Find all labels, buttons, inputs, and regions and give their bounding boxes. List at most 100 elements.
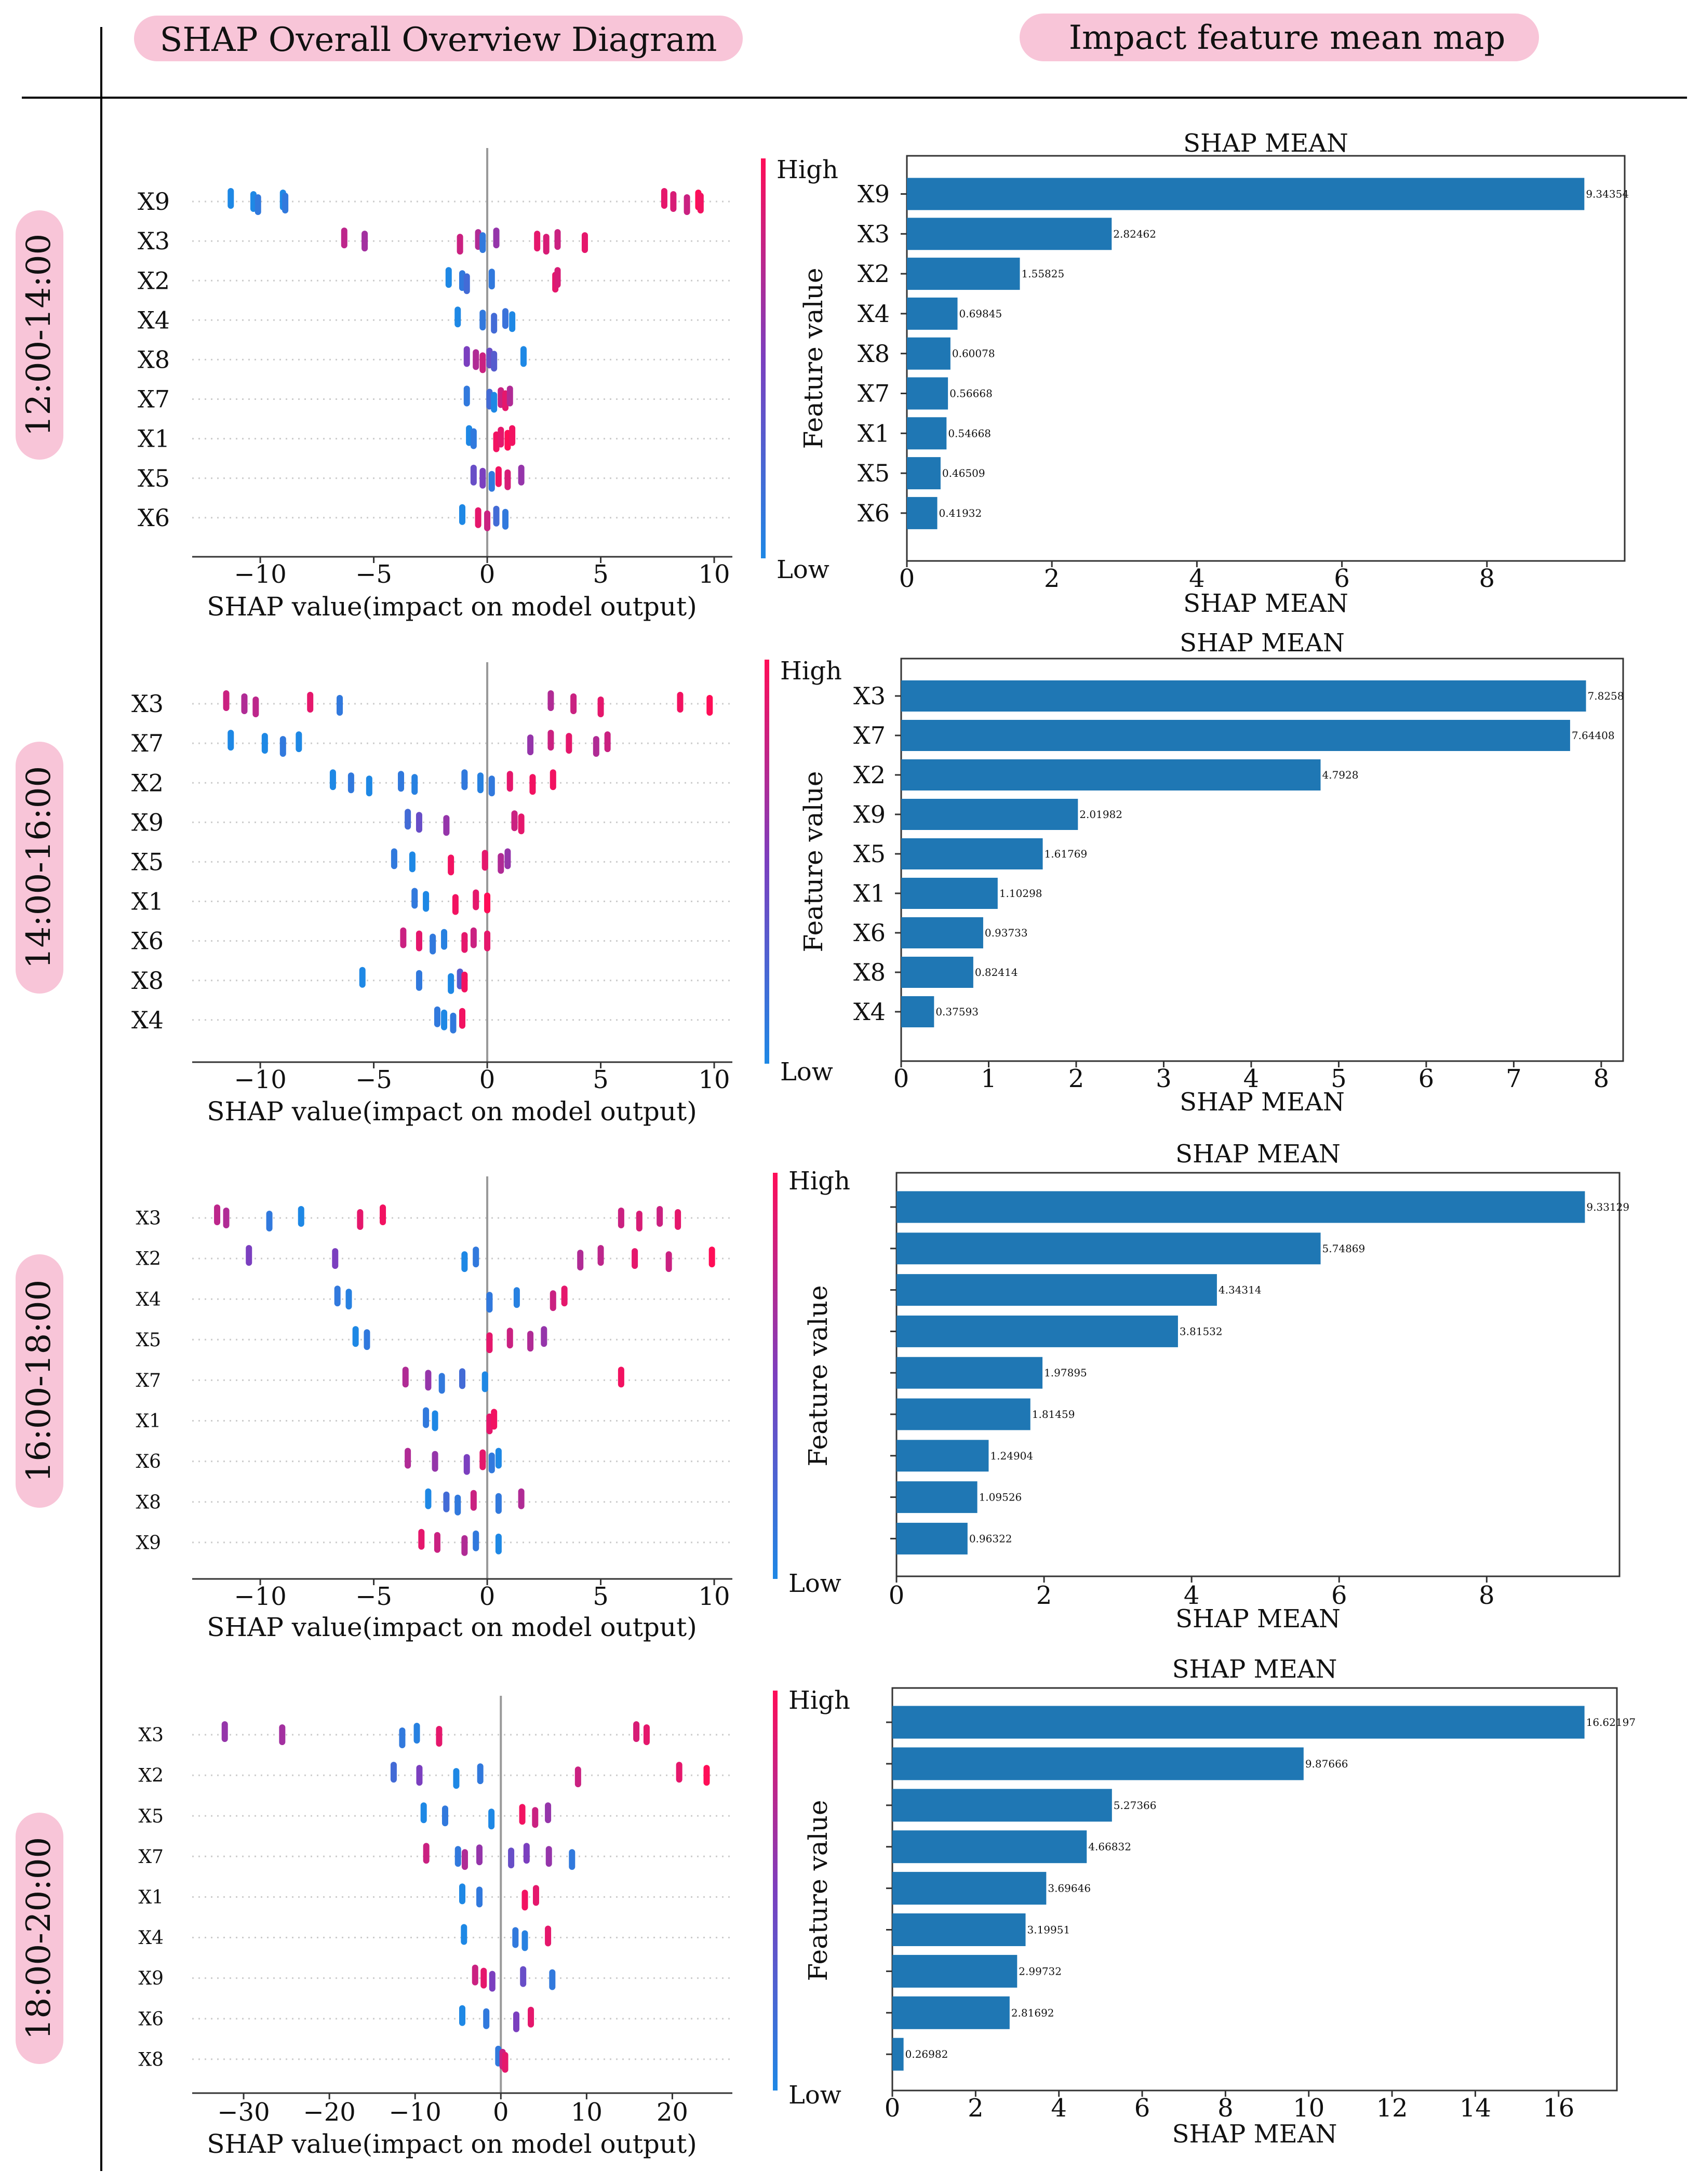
x-tick-label: 20 <box>657 2098 688 2127</box>
colorbar-high-label: High <box>788 1686 850 1715</box>
bar-value-label: 16.62197 <box>1586 1716 1636 1729</box>
shap-point <box>279 1724 286 1745</box>
bar <box>896 1191 1585 1223</box>
shap-point <box>597 696 604 717</box>
bar-value-label: 4.7928 <box>1322 769 1359 781</box>
shap-point <box>618 1366 624 1388</box>
bar <box>896 1315 1178 1347</box>
time-label-3: 16:00-18:00 <box>16 1254 63 1508</box>
shap-point <box>479 352 486 373</box>
shap-point <box>581 232 588 253</box>
shap-point <box>488 1808 495 1830</box>
shap-point <box>532 1885 539 1906</box>
shap-point <box>554 267 561 288</box>
bar-value-label: 9.34354 <box>1586 188 1629 200</box>
feature-label: X7 <box>136 1370 161 1391</box>
bar <box>901 680 1586 712</box>
x-tick-label: 5 <box>593 1582 609 1611</box>
bar-value-label: 0.41932 <box>939 507 982 519</box>
x-tick-label: −10 <box>234 1065 286 1094</box>
mean-bar-chart-2: SHAP MEAN 7.8258 X3 7.64408 X7 4.7928 X2 2.0198… <box>853 628 1624 1117</box>
shap-point <box>411 774 418 795</box>
shap-point <box>488 775 495 797</box>
x-tick-label: 2 <box>1044 564 1060 593</box>
feature-label: X7 <box>138 385 170 413</box>
bar-value-label: 7.64408 <box>1572 729 1615 742</box>
shap-point <box>643 1724 650 1745</box>
shap-point <box>399 1727 406 1748</box>
x-tick-label: 5 <box>1331 1064 1347 1093</box>
shap-point <box>493 505 500 527</box>
shap-point <box>345 1289 352 1310</box>
shap-point <box>569 1849 575 1870</box>
shap-point <box>566 733 572 754</box>
shap-point <box>604 731 611 753</box>
shap-point <box>398 771 405 792</box>
shap-point <box>511 810 518 832</box>
bar-value-label: 0.60078 <box>952 347 995 360</box>
shap-point <box>476 1844 483 1866</box>
category-label: X3 <box>853 682 886 710</box>
shap-point <box>420 1802 427 1824</box>
shap-point <box>436 1726 443 1747</box>
shap-point <box>545 1802 552 1824</box>
feature-label: X9 <box>138 187 170 216</box>
colorbar <box>761 158 766 558</box>
feature-label: X6 <box>131 927 164 955</box>
shap-point <box>337 695 343 716</box>
x-tick-label: 6 <box>1134 2094 1150 2123</box>
shap-point <box>296 731 302 753</box>
shap-point <box>670 191 677 212</box>
shap-point <box>454 306 461 328</box>
shap-point <box>282 193 289 213</box>
shap-point <box>633 1721 640 1742</box>
colorbar-title: Feature value <box>798 771 828 953</box>
x-tick-label: 0 <box>479 1065 496 1094</box>
time-label-4: 18:00-20:00 <box>16 1813 63 2064</box>
feature-label: X6 <box>136 1451 161 1472</box>
feature-label: X8 <box>138 2049 164 2070</box>
shap-point <box>675 1209 681 1230</box>
bar-value-label: 9.33129 <box>1586 1201 1629 1213</box>
x-tick-label: −10 <box>234 1582 286 1611</box>
feature-label: X8 <box>138 346 170 374</box>
bar-value-label: 1.81459 <box>1032 1408 1075 1421</box>
x-tick-label: 8 <box>1594 1064 1610 1093</box>
shap-point <box>509 311 516 332</box>
x-axis-title: SHAP MEAN <box>1183 589 1348 618</box>
shap-point <box>252 696 259 717</box>
shap-point <box>547 690 554 711</box>
x-axis-title: SHAP value(impact on model output) <box>207 1096 697 1127</box>
bar <box>892 1789 1112 1822</box>
bar-value-label: 2.81692 <box>1011 2006 1054 2019</box>
shap-point <box>463 385 470 407</box>
shap-point <box>366 775 372 797</box>
feature-label: X8 <box>136 1492 161 1513</box>
header-right-pill <box>1020 14 1539 61</box>
bar <box>892 1747 1304 1780</box>
x-tick-label: 6 <box>1334 564 1350 593</box>
bar <box>907 337 951 370</box>
shap-point <box>452 894 459 915</box>
colorbar-low-label: Low <box>780 1057 833 1087</box>
x-tick-label: 10 <box>1293 2094 1324 2123</box>
bar <box>896 1398 1030 1430</box>
colorbar-title: Feature value <box>798 268 828 449</box>
shap-point <box>481 850 488 871</box>
shap-point <box>597 1245 604 1266</box>
shap-point <box>479 310 486 331</box>
shap-point <box>416 930 422 952</box>
shap-point <box>484 510 491 531</box>
bar-value-label: 1.97895 <box>1044 1366 1087 1379</box>
time-pill-2 <box>16 742 63 994</box>
shap-point <box>241 693 248 714</box>
x-tick-label: 10 <box>571 2098 603 2127</box>
x-axis-title: SHAP MEAN <box>1175 1604 1341 1633</box>
colorbar-high-label: High <box>788 1167 850 1196</box>
x-tick-label: 2 <box>1036 1581 1052 1610</box>
time-pill-3 <box>16 1254 63 1508</box>
shap-point <box>329 769 336 790</box>
feature-label: X5 <box>138 464 170 492</box>
shap-point <box>677 692 684 713</box>
shap-point <box>409 851 416 873</box>
